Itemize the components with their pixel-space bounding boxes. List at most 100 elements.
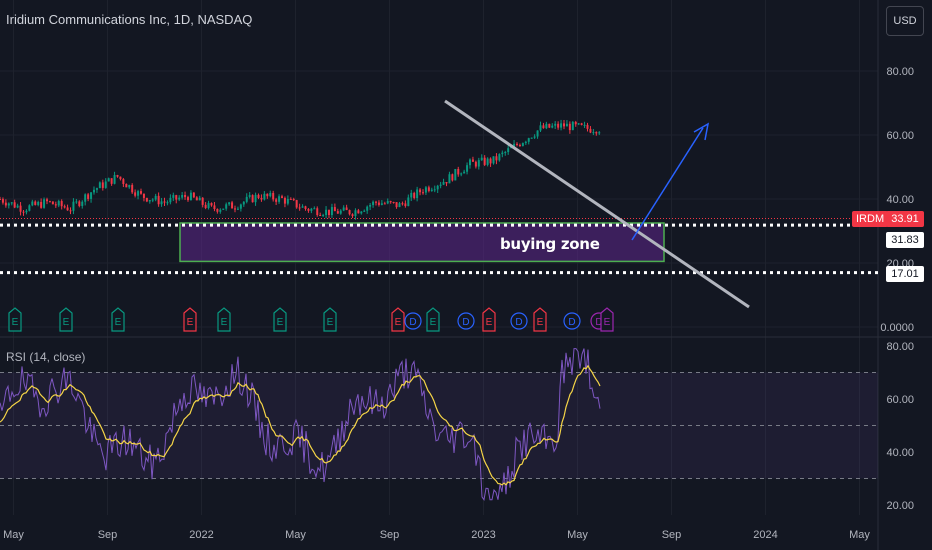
event-marker-earnings[interactable]: E <box>217 307 231 332</box>
event-marker-earnings[interactable]: E <box>273 307 287 332</box>
price-candle <box>289 198 292 200</box>
price-candle <box>448 174 451 184</box>
price-candle <box>439 184 442 186</box>
price-candle <box>210 203 213 206</box>
price-candle <box>216 208 219 212</box>
price-candle <box>471 159 474 162</box>
price-candle <box>257 194 260 198</box>
price-candle <box>46 199 48 202</box>
price-candle <box>22 211 25 213</box>
event-marker-dividend[interactable]: D <box>563 312 581 330</box>
price-candle <box>263 193 266 200</box>
event-marker-earnings[interactable]: E <box>600 307 614 332</box>
rsi-indicator-label[interactable]: RSI (14, close) <box>6 350 86 364</box>
price-candle <box>568 123 571 131</box>
price-candle <box>178 197 181 200</box>
earnings-badge <box>323 307 337 332</box>
price-candle <box>542 125 545 129</box>
price-candle <box>134 192 137 196</box>
price-candle <box>389 201 392 203</box>
price-candle <box>37 201 40 205</box>
price-candle <box>598 132 601 134</box>
event-marker-earnings[interactable]: E <box>426 307 440 332</box>
price-candle <box>422 192 424 194</box>
event-letter: E <box>115 317 122 328</box>
price-candle <box>28 205 31 211</box>
earnings-badge <box>391 307 405 332</box>
price-candle <box>137 191 140 196</box>
event-marker-dividend[interactable]: D <box>404 312 422 330</box>
event-letter: E <box>12 317 19 328</box>
price-candle <box>69 210 72 212</box>
price-axis-label: 80.00 <box>886 66 914 78</box>
projection-arrow-line <box>631 127 704 241</box>
price-candle <box>357 210 360 214</box>
event-letter: E <box>277 317 284 328</box>
event-marker-earnings[interactable]: E <box>111 307 125 332</box>
price-candle <box>151 199 154 201</box>
event-marker-earnings[interactable]: E <box>183 307 197 332</box>
price-candle <box>592 132 595 134</box>
price-candle <box>571 121 574 131</box>
price-candle <box>583 124 586 126</box>
price-candle <box>480 157 483 161</box>
event-marker-earnings[interactable]: E <box>533 307 547 332</box>
event-marker-earnings[interactable]: E <box>482 307 496 332</box>
price-candle <box>533 136 536 138</box>
currency-button[interactable]: USD <box>886 6 924 36</box>
price-candle <box>242 201 245 205</box>
price-candle <box>310 208 313 211</box>
price-candle <box>163 201 166 203</box>
price-candle <box>348 210 351 215</box>
time-axis-label: 2023 <box>471 529 495 541</box>
price-candle <box>530 137 533 139</box>
price-candle <box>401 203 404 205</box>
price-candle <box>192 192 195 198</box>
price-candle <box>201 197 204 205</box>
price-candle <box>516 143 518 145</box>
event-marker-earnings[interactable]: E <box>8 307 22 332</box>
price-candle <box>125 183 128 188</box>
price-candle <box>433 189 436 191</box>
price-candle <box>281 196 283 198</box>
price-candle <box>131 185 134 193</box>
dividend-badge <box>404 312 422 330</box>
price-candle <box>269 192 272 197</box>
time-axis-label: Sep <box>98 529 118 541</box>
price-axis-label: 40.00 <box>886 194 914 206</box>
price-candle <box>248 195 251 197</box>
price-candle <box>175 195 178 200</box>
price-candle <box>57 201 60 206</box>
event-marker-earnings[interactable]: E <box>391 307 405 332</box>
price-candle <box>128 185 131 188</box>
price-candle <box>524 141 527 144</box>
price-candle <box>272 192 275 200</box>
price-candle <box>10 202 13 204</box>
price-candle <box>286 198 289 204</box>
price-candle <box>483 157 486 165</box>
event-letter: D <box>515 317 522 328</box>
event-marker-dividend[interactable]: D <box>510 312 528 330</box>
price-candle <box>518 144 521 146</box>
symbol-title[interactable]: Iridium Communications Inc, 1D, NASDAQ <box>6 12 253 27</box>
price-axis-label: 0.0000 <box>880 322 914 334</box>
price-candle <box>595 132 598 134</box>
price-candle <box>301 206 304 208</box>
price-candle <box>4 202 7 206</box>
time-axis-label: May <box>3 529 24 541</box>
event-letter: D <box>409 317 416 328</box>
event-marker-earnings[interactable]: E <box>323 307 337 332</box>
price-candle <box>474 161 477 167</box>
price-candle <box>93 189 95 193</box>
event-marker-earnings[interactable]: E <box>59 307 73 332</box>
price-candle <box>492 156 495 164</box>
event-marker-dividend[interactable]: D <box>457 312 475 330</box>
event-letter: D <box>595 317 602 328</box>
event-letter: D <box>462 317 469 328</box>
price-candle <box>19 205 22 212</box>
price-candle <box>116 175 119 177</box>
downtrend-line <box>444 99 750 309</box>
price-candle <box>90 192 93 199</box>
price-candle <box>445 181 448 184</box>
